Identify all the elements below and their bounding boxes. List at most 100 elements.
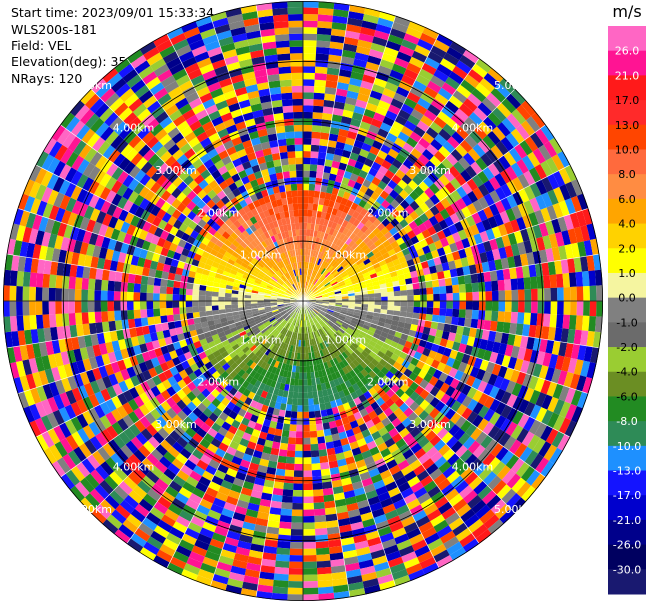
ppi-gate xyxy=(239,438,250,448)
ppi-gate xyxy=(166,307,174,316)
ppi-gate xyxy=(420,301,427,308)
ppi-gate xyxy=(364,382,373,391)
ppi-gate xyxy=(352,314,360,320)
ppi-gate xyxy=(538,365,549,380)
ppi-gate xyxy=(303,111,313,119)
ppi-gate xyxy=(284,343,289,351)
ppi-gate xyxy=(446,293,453,301)
ppi-gate xyxy=(368,542,384,553)
ppi-gate xyxy=(151,375,162,386)
ppi-gate xyxy=(374,292,382,298)
ppi-gate xyxy=(311,210,318,218)
ppi-gate xyxy=(13,376,24,394)
ppi-gate xyxy=(436,362,446,373)
ppi-gate xyxy=(400,261,409,269)
ppi-gate xyxy=(463,364,474,376)
ppi-gate xyxy=(547,412,560,429)
ppi-gate xyxy=(434,212,445,223)
ppi-gate xyxy=(328,303,336,307)
ppi-gate xyxy=(303,307,305,315)
ppi-gate xyxy=(387,305,395,311)
ppi-gate xyxy=(338,162,348,171)
ppi-gate xyxy=(409,190,420,201)
ppi-gate xyxy=(198,290,206,296)
ppi-gate xyxy=(438,415,450,428)
ppi-gate xyxy=(501,117,516,133)
ppi-gate xyxy=(342,191,351,200)
ppi-gate xyxy=(491,280,499,292)
ppi-gate xyxy=(380,366,390,376)
ppi-gate xyxy=(483,514,500,530)
ppi-gate xyxy=(270,318,277,325)
ppi-gate xyxy=(335,505,348,514)
ppi-gate xyxy=(528,419,542,435)
ppi-gate xyxy=(529,182,542,198)
ppi-gate xyxy=(196,533,212,545)
ppi-gate xyxy=(441,105,455,119)
ppi-gate xyxy=(303,183,310,191)
ppi-gate xyxy=(449,212,460,225)
ppi-gate xyxy=(313,404,321,412)
ppi-gate xyxy=(498,301,506,312)
ppi-gate xyxy=(113,485,129,500)
ppi-gate xyxy=(473,125,488,140)
ppi-gate xyxy=(272,321,279,328)
ppi-gate xyxy=(449,377,460,390)
ppi-gate xyxy=(305,268,309,276)
ppi-gate xyxy=(419,288,427,295)
ppi-gate xyxy=(333,311,341,316)
ppi-gate xyxy=(376,222,386,232)
ppi-gate xyxy=(471,377,482,390)
ppi-gate xyxy=(417,319,426,327)
ppi-gate xyxy=(307,378,312,386)
ppi-gate xyxy=(324,86,337,95)
ppi-gate xyxy=(414,262,423,271)
ppi-gate xyxy=(501,488,517,504)
ppi-gate xyxy=(403,407,414,418)
ppi-gate xyxy=(260,565,276,574)
ppi-gate xyxy=(374,155,385,166)
ppi-gate xyxy=(235,357,244,366)
ppi-gate xyxy=(452,308,460,318)
ppi-gate xyxy=(127,398,139,412)
ppi-gate xyxy=(223,473,236,484)
ppi-gate xyxy=(123,458,137,472)
ppi-gate xyxy=(233,390,243,400)
ppi-gate xyxy=(396,539,412,551)
ppi-gate xyxy=(417,275,426,283)
ppi-gate xyxy=(412,256,421,265)
ppi-gate xyxy=(297,405,303,412)
ppi-gate xyxy=(329,328,336,335)
ppi-gate xyxy=(391,417,402,428)
ppi-gate xyxy=(414,545,431,558)
ppi-gate xyxy=(311,332,316,339)
ppi-gate xyxy=(427,104,442,117)
ppi-gate xyxy=(515,124,530,140)
ppi-gate xyxy=(134,318,142,328)
ppi-gate xyxy=(394,263,403,271)
ppi-gate xyxy=(281,342,287,350)
ppi-gate xyxy=(519,446,533,463)
ppi-gate xyxy=(231,419,241,429)
ppi-gate xyxy=(239,459,251,469)
ppi-gate xyxy=(334,274,342,280)
ppi-gate xyxy=(288,324,293,331)
ppi-gate xyxy=(527,434,541,451)
ppi-gate xyxy=(365,314,374,320)
ppi-gate xyxy=(175,492,189,505)
ppi-gate xyxy=(153,301,160,309)
ppi-gate xyxy=(331,251,338,259)
ppi-gate xyxy=(387,148,399,159)
ppi-gate xyxy=(198,412,209,423)
ppi-gate xyxy=(275,315,282,321)
ppi-gate xyxy=(291,404,298,412)
ppi-gate xyxy=(408,329,417,338)
ppi-gate xyxy=(287,308,293,314)
ppi-gate xyxy=(218,296,225,301)
ppi-gate xyxy=(257,584,274,593)
ppi-gate xyxy=(328,276,335,282)
ppi-gate xyxy=(105,398,117,412)
ppi-gate xyxy=(485,340,495,352)
ppi-gate xyxy=(445,285,453,294)
ppi-gate xyxy=(337,217,345,226)
